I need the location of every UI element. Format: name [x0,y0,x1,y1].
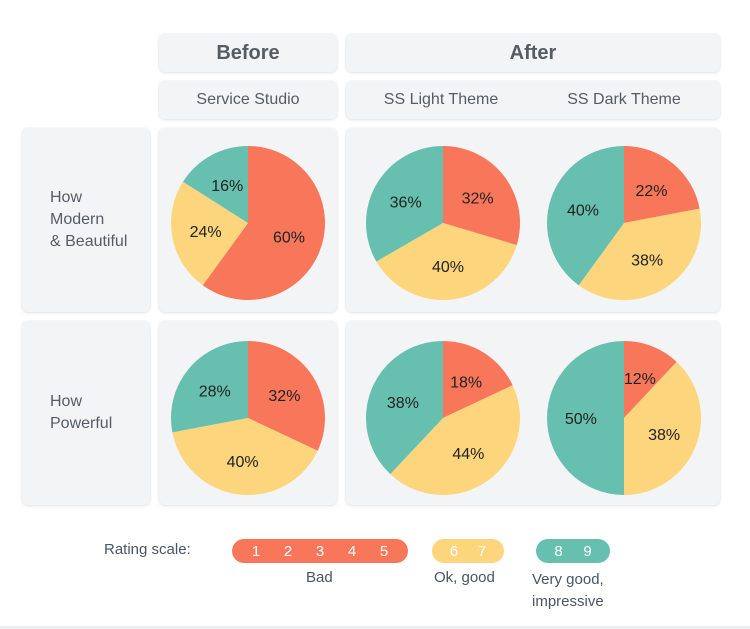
scale-number: 5 [379,542,389,560]
subheader-ss-dark-label: SS Dark Theme [567,91,681,108]
row-label-powerful: How Powerful [22,321,150,505]
scale-very-good: 8 9 [536,539,610,563]
scale-number: 8 [554,542,563,560]
pie-slice-label: 38% [648,427,680,444]
row-label-powerful-line-1: How [50,393,83,410]
scale-number: 1 [251,542,261,560]
scale-very-good-label: Very good, impressive [532,569,604,613]
subheader-after-panel: SS Light Theme SS Dark Theme [346,81,720,119]
row-label-modern-text: How Modern & Beautiful [50,187,127,253]
pie-slice-label: 40% [567,203,599,220]
pie-slice-label: 16% [211,178,243,195]
pie-slice-bad [624,146,700,223]
scale-number: 3 [315,542,325,560]
pie-slice-very-good-impressive [547,341,624,495]
pie-slice-ok-good [376,223,517,300]
row-label-modern-line-3: & Beautiful [50,233,128,250]
scale-ok: 6 7 [432,539,504,563]
scale-number: 4 [347,542,357,560]
scale-number: 2 [283,542,293,560]
pie-slice-label: 50% [565,411,597,428]
pie-slice-label: 24% [190,224,222,241]
row-label-modern-line-1: How [50,189,83,206]
pie-slice-bad [443,341,513,418]
pie-slice-label: 38% [631,252,663,269]
legend-title: Rating scale: [104,541,191,558]
row-label-powerful-text: How Powerful [50,391,112,435]
pie-slice-label: 44% [452,446,484,463]
pie-slice-ok-good [578,208,702,301]
pie-slice-ok-good [624,361,701,495]
pie-slice-very-good-impressive [546,146,624,286]
row-label-modern-line-2: Modern [50,211,105,228]
subheader-service-studio-label: Service Studio [196,91,300,108]
pie-slice-bad [202,146,325,300]
pie-slice-very-good-impressive [182,146,248,223]
pie-slice-label: 28% [199,384,231,401]
scale-very-good-label-line-2: impressive [532,593,604,610]
pie-slice-label: 32% [268,388,300,405]
scale-bad: 1 2 3 4 5 [232,539,408,563]
bottom-divider [0,626,750,629]
row-label-modern: How Modern & Beautiful [22,128,150,312]
pie-slice-label: 40% [432,259,464,276]
header-before: Before [159,34,337,72]
subheader-ss-light-label: SS Light Theme [383,91,499,108]
scale-number: 9 [583,542,592,560]
pie-slice-label: 38% [387,395,419,412]
pie-slice-bad [443,146,520,246]
row-label-powerful-line-2: Powerful [50,415,113,432]
pie-slice-ok-good [172,418,318,495]
subheader-service-studio: Service Studio [159,81,337,119]
scale-number: 6 [449,542,459,560]
pie-slice-bad [624,341,677,418]
pie-slice-ok-good [390,385,520,495]
pie-slice-very-good-impressive [170,340,248,433]
header-after: After [346,34,720,72]
pie-slice-very-good-impressive [366,146,443,262]
scale-number: 7 [477,542,487,560]
scale-very-good-label-line-1: Very good, [532,571,604,588]
pie-slice-very-good-impressive [366,341,443,475]
pie-slice-label: 22% [635,183,667,200]
pie-slice-label: 32% [462,190,494,207]
pie-slice-label: 18% [450,375,482,392]
pie-slice-ok-good [170,181,248,286]
pie-slice-label: 36% [390,194,422,211]
header-before-label: Before [216,41,280,64]
scale-ok-label: Ok, good [434,569,495,586]
pie-slice-label: 40% [227,454,259,471]
pie-slice-label: 60% [273,229,305,246]
pie-slice-bad [248,341,326,451]
scale-bad-label: Bad [306,569,333,586]
header-after-label: After [509,41,557,64]
pie-slice-label: 12% [624,371,656,388]
